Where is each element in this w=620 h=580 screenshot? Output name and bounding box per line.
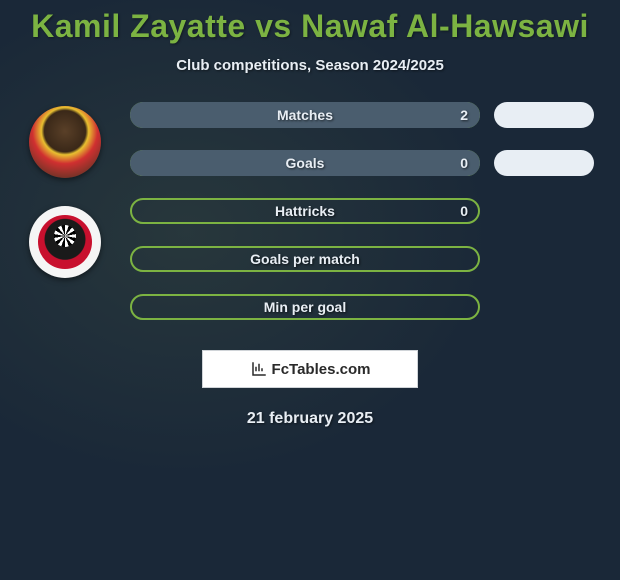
right-pills-column xyxy=(480,102,610,320)
avatars-column xyxy=(0,102,130,278)
bar-label: Matches xyxy=(277,107,333,123)
stat-bar: Hattricks 0 xyxy=(130,198,480,224)
stat-bar: Goals 0 xyxy=(130,150,480,176)
club-crest-icon xyxy=(38,215,92,269)
bar-label: Min per goal xyxy=(264,299,346,315)
main-area: Matches 2 Goals 0 Hattricks 0 Goals per match M… xyxy=(0,102,620,320)
date-text: 21 february 2025 xyxy=(0,410,620,428)
watermark: FcTables.com xyxy=(202,350,418,388)
comparison-pill xyxy=(494,102,594,128)
pill-spacer xyxy=(494,198,610,224)
subtitle: Club competitions, Season 2024/2025 xyxy=(0,57,620,74)
stat-bar: Goals per match xyxy=(130,246,480,272)
bar-label: Hattricks xyxy=(275,203,335,219)
pill-spacer xyxy=(494,294,610,320)
bar-value: 0 xyxy=(460,155,468,171)
player1-avatar xyxy=(29,106,101,178)
stat-bars: Matches 2 Goals 0 Hattricks 0 Goals per match M… xyxy=(130,102,480,320)
stat-bar: Min per goal xyxy=(130,294,480,320)
pill-spacer xyxy=(494,246,610,272)
player2-avatar xyxy=(29,206,101,278)
bar-label: Goals per match xyxy=(250,251,360,267)
watermark-text: FcTables.com xyxy=(272,361,371,378)
comparison-title: Kamil Zayatte vs Nawaf Al-Hawsawi xyxy=(0,0,620,45)
bar-value: 2 xyxy=(460,107,468,123)
bar-value: 0 xyxy=(460,203,468,219)
chart-icon xyxy=(250,360,268,378)
stat-bar: Matches 2 xyxy=(130,102,480,128)
comparison-pill xyxy=(494,150,594,176)
bar-label: Goals xyxy=(286,155,325,171)
